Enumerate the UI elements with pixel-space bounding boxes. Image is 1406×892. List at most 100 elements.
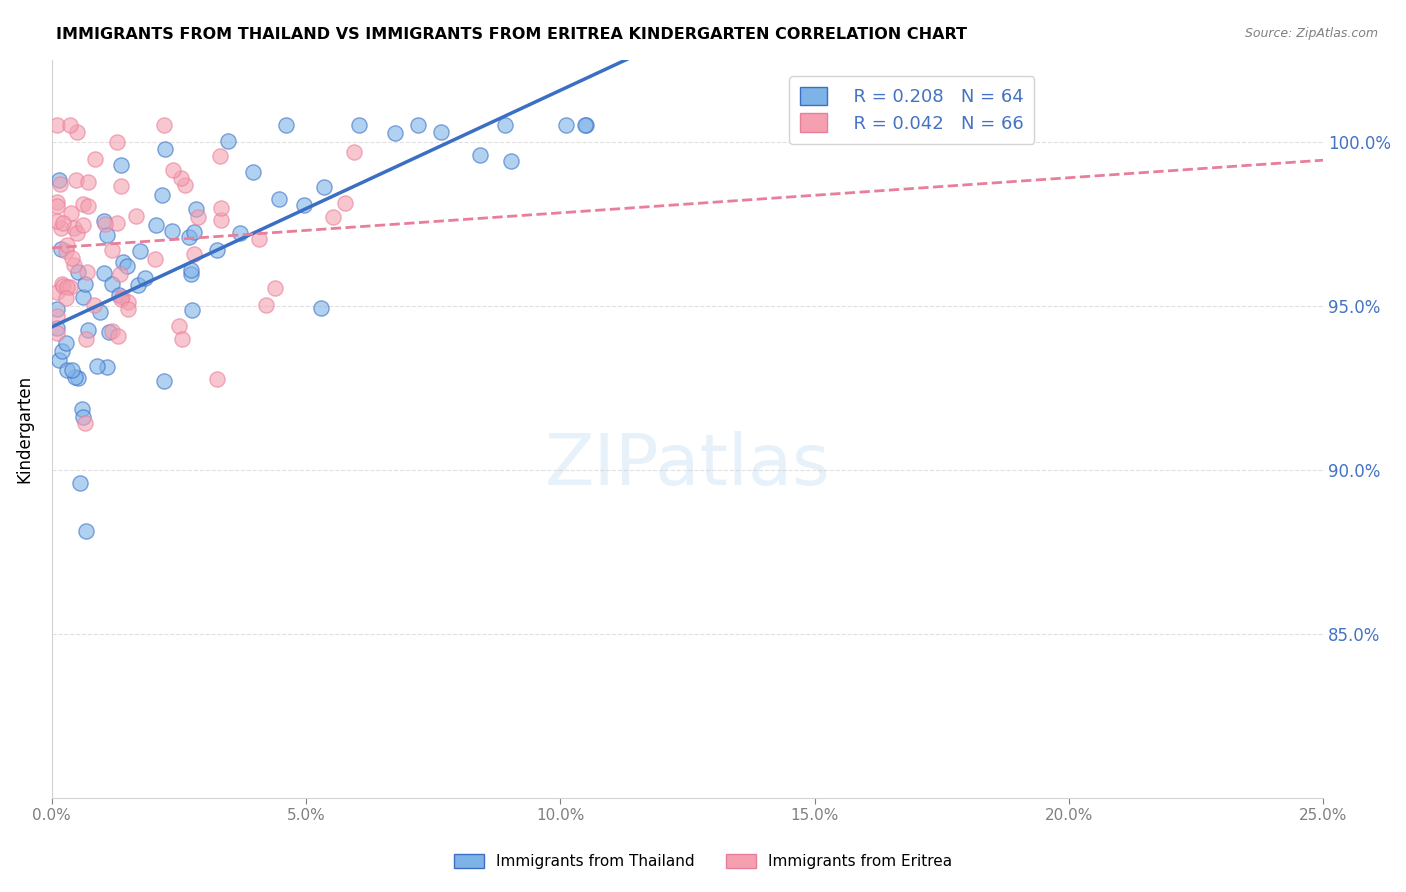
Immigrants from Eritrea — [51, 277, 73, 291]
Immigrants from Eritrea — [107, 329, 129, 343]
Immigrants from Thailand — [181, 303, 204, 318]
Immigrants from Eritrea — [76, 265, 98, 279]
Immigrants from Eritrea — [117, 301, 139, 316]
Immigrants from Thailand — [73, 277, 96, 291]
Immigrants from Thailand — [183, 225, 205, 239]
Immigrants from Eritrea — [167, 319, 190, 334]
Immigrants from Thailand — [55, 336, 77, 351]
Immigrants from Eritrea — [45, 285, 67, 299]
Immigrants from Eritrea — [83, 297, 105, 311]
Immigrants from Eritrea — [183, 246, 205, 260]
Immigrants from Eritrea — [59, 206, 82, 220]
Immigrants from Eritrea — [170, 171, 193, 186]
Immigrants from Thailand — [180, 263, 202, 277]
Immigrants from Thailand — [127, 278, 149, 293]
Immigrants from Thailand — [69, 476, 91, 491]
Text: Source: ZipAtlas.com: Source: ZipAtlas.com — [1244, 27, 1378, 40]
Immigrants from Thailand — [72, 409, 94, 424]
Immigrants from Eritrea — [66, 125, 89, 139]
Immigrants from Eritrea — [55, 291, 77, 305]
Immigrants from Thailand — [89, 305, 111, 319]
Immigrants from Thailand — [48, 173, 70, 187]
Immigrants from Eritrea — [94, 217, 117, 231]
Y-axis label: Kindergarten: Kindergarten — [15, 375, 32, 483]
Immigrants from Eritrea — [162, 163, 184, 178]
Immigrants from Thailand — [468, 147, 491, 161]
Immigrants from Eritrea — [52, 279, 75, 293]
Immigrants from Eritrea — [209, 201, 232, 215]
Immigrants from Thailand — [46, 321, 69, 335]
Immigrants from Eritrea — [62, 221, 84, 235]
Immigrants from Thailand — [48, 352, 70, 367]
Immigrants from Eritrea — [45, 326, 67, 340]
Immigrants from Eritrea — [152, 118, 174, 132]
Legend:   R = 0.208   N = 64,   R = 0.042   N = 66: R = 0.208 N = 64, R = 0.042 N = 66 — [789, 76, 1035, 144]
Immigrants from Thailand — [575, 118, 598, 132]
Immigrants from Thailand — [242, 165, 264, 179]
Immigrants from Eritrea — [45, 118, 67, 132]
Immigrants from Thailand — [555, 118, 578, 132]
Immigrants from Thailand — [129, 244, 152, 258]
Immigrants from Eritrea — [49, 178, 72, 192]
Immigrants from Eritrea — [49, 221, 72, 235]
Immigrants from Thailand — [314, 180, 336, 194]
Immigrants from Eritrea — [55, 244, 77, 258]
Immigrants from Thailand — [177, 229, 200, 244]
Immigrants from Eritrea — [209, 148, 232, 162]
Immigrants from Thailand — [51, 344, 73, 359]
Immigrants from Eritrea — [110, 267, 132, 281]
Immigrants from Eritrea — [62, 251, 84, 265]
Immigrants from Thailand — [115, 259, 138, 273]
Immigrants from Eritrea — [205, 371, 228, 385]
Immigrants from Eritrea — [45, 199, 67, 213]
Text: ZIPatlas: ZIPatlas — [544, 431, 831, 500]
Immigrants from Thailand — [309, 301, 332, 315]
Immigrants from Eritrea — [117, 295, 139, 310]
Immigrants from Thailand — [207, 244, 229, 258]
Immigrants from Eritrea — [55, 238, 77, 252]
Immigrants from Thailand — [228, 226, 250, 240]
Immigrants from Eritrea — [52, 216, 75, 230]
Immigrants from Thailand — [347, 118, 370, 132]
Immigrants from Thailand — [86, 359, 108, 373]
Immigrants from Thailand — [112, 254, 135, 268]
Text: IMMIGRANTS FROM THAILAND VS IMMIGRANTS FROM ERITREA KINDERGARTEN CORRELATION CHA: IMMIGRANTS FROM THAILAND VS IMMIGRANTS F… — [56, 27, 967, 42]
Immigrants from Thailand — [574, 118, 596, 132]
Immigrants from Eritrea — [76, 199, 98, 213]
Immigrants from Thailand — [60, 362, 83, 376]
Immigrants from Eritrea — [45, 194, 67, 209]
Immigrants from Thailand — [49, 242, 72, 256]
Immigrants from Eritrea — [174, 178, 197, 192]
Immigrants from Thailand — [66, 265, 89, 279]
Immigrants from Eritrea — [63, 258, 86, 272]
Immigrants from Thailand — [429, 125, 451, 139]
Immigrants from Thailand — [75, 524, 97, 539]
Immigrants from Eritrea — [77, 175, 100, 189]
Immigrants from Thailand — [134, 270, 156, 285]
Immigrants from Thailand — [45, 302, 67, 317]
Immigrants from Thailand — [384, 126, 406, 140]
Immigrants from Eritrea — [75, 332, 97, 346]
Immigrants from Thailand — [150, 188, 173, 202]
Immigrants from Thailand — [72, 290, 94, 304]
Immigrants from Eritrea — [45, 214, 67, 228]
Immigrants from Thailand — [93, 267, 115, 281]
Immigrants from Thailand — [499, 154, 522, 169]
Immigrants from Thailand — [72, 402, 94, 417]
Immigrants from Thailand — [276, 118, 298, 132]
Immigrants from Eritrea — [59, 118, 82, 132]
Immigrants from Eritrea — [111, 289, 134, 303]
Immigrants from Thailand — [162, 224, 184, 238]
Immigrants from Thailand — [110, 158, 132, 172]
Immigrants from Thailand — [152, 375, 174, 389]
Immigrants from Thailand — [77, 323, 100, 337]
Immigrants from Eritrea — [343, 145, 366, 159]
Immigrants from Thailand — [155, 142, 177, 156]
Immigrants from Eritrea — [209, 213, 232, 227]
Immigrants from Thailand — [97, 325, 120, 339]
Immigrants from Eritrea — [83, 152, 105, 166]
Immigrants from Thailand — [108, 288, 131, 302]
Immigrants from Eritrea — [264, 281, 287, 295]
Immigrants from Thailand — [184, 202, 207, 216]
Immigrants from Eritrea — [75, 416, 97, 430]
